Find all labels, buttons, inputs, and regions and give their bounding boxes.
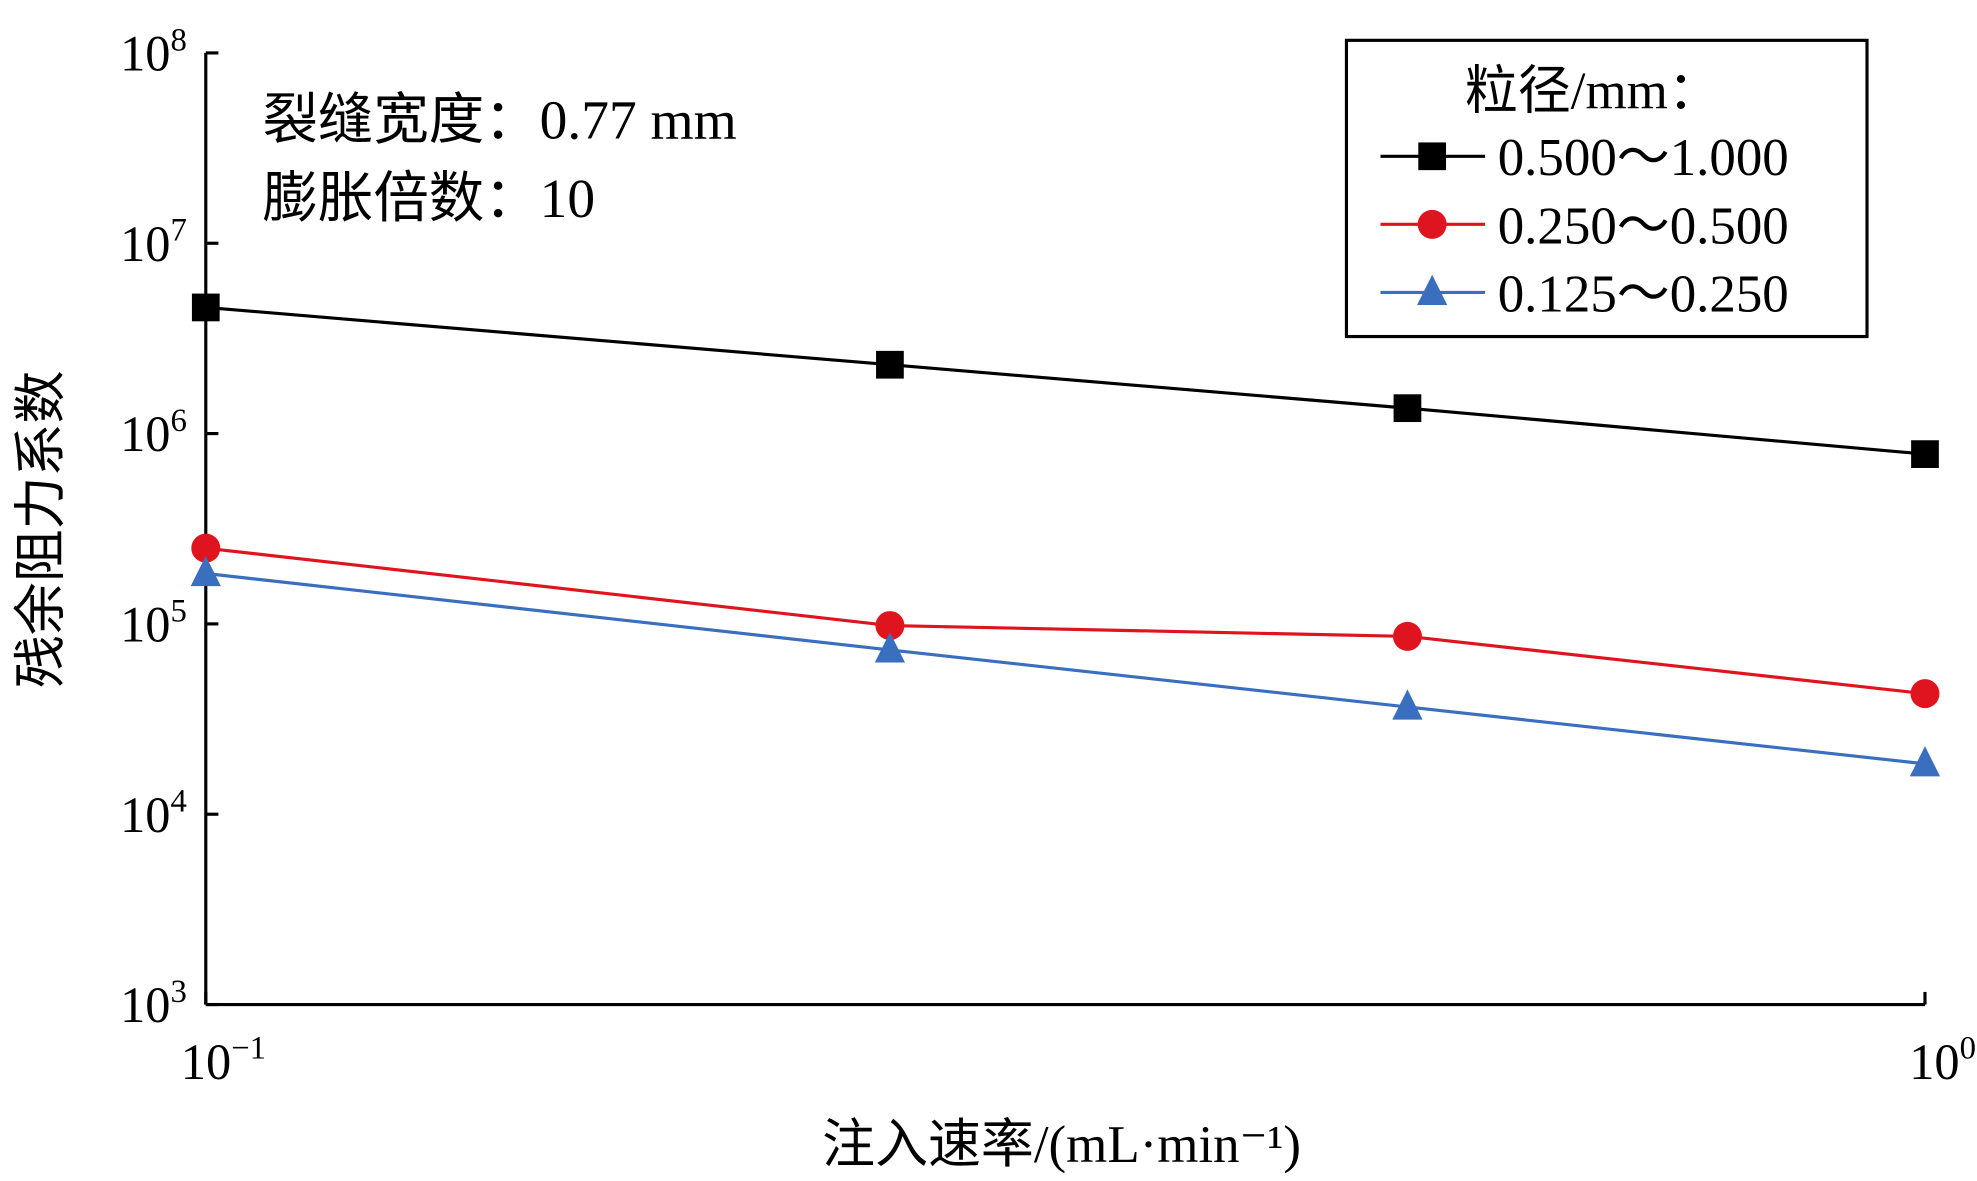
- legend-title: 粒径/mm：: [1465, 62, 1721, 120]
- y-tick-label: 108: [120, 22, 187, 81]
- axes: [204, 52, 1925, 1007]
- data-point-square: [876, 350, 904, 379]
- y-tick-label: 103: [120, 974, 187, 1033]
- annotation-expansion-ratio: 膨胀倍数：10: [263, 168, 596, 229]
- legend-marker-square: [1418, 142, 1447, 171]
- data-point-triangle: [1909, 746, 1941, 777]
- data-point-circle: [875, 611, 905, 641]
- data-point-square: [191, 293, 220, 322]
- data-point-triangle: [190, 555, 221, 587]
- legend-marker-circle: [1417, 209, 1447, 239]
- legend-label: 0.500～1.000: [1498, 129, 1789, 187]
- data-point-circle: [191, 533, 221, 563]
- y-tick-label: 106: [120, 403, 187, 462]
- series-triangle: [190, 555, 1941, 777]
- legend: 粒径/mm： 0.500～1.000 0.250～0.500 0.125～0.250: [1344, 38, 1869, 339]
- series-line: [205, 305, 1926, 456]
- x-tick-label: 10−1: [181, 1031, 266, 1090]
- data-point-triangle: [874, 632, 906, 663]
- series-circle: [191, 533, 1940, 709]
- series-group: [190, 293, 1941, 777]
- y-ticks: 103 104 105 106 107 108: [120, 22, 219, 1033]
- series-line: [205, 546, 1926, 696]
- legend-label: 0.125～0.250: [1498, 265, 1789, 323]
- y-axis-label: 残余阻力系数: [12, 371, 70, 689]
- annotation-fracture-width: 裂缝宽度：0.77 mm: [263, 90, 737, 151]
- data-point-square: [1393, 394, 1422, 423]
- y-tick-label: 107: [120, 213, 187, 272]
- series-line: [205, 571, 1926, 766]
- x-ticks: 10−1 100: [181, 991, 1976, 1090]
- data-point-circle: [1910, 679, 1940, 709]
- data-point-circle: [1392, 621, 1422, 651]
- series-square: [191, 293, 1939, 468]
- data-point-triangle: [1392, 689, 1423, 720]
- legend-label: 0.250～0.500: [1498, 197, 1789, 255]
- y-tick-label: 105: [120, 593, 187, 652]
- legend-marker-triangle: [1417, 274, 1448, 306]
- data-point-square: [1911, 440, 1939, 468]
- x-tick-label: 100: [1909, 1031, 1976, 1090]
- y-tick-label: 104: [120, 784, 187, 843]
- x-axis-label: 注入速率/(mL·min⁻¹): [822, 1116, 1301, 1174]
